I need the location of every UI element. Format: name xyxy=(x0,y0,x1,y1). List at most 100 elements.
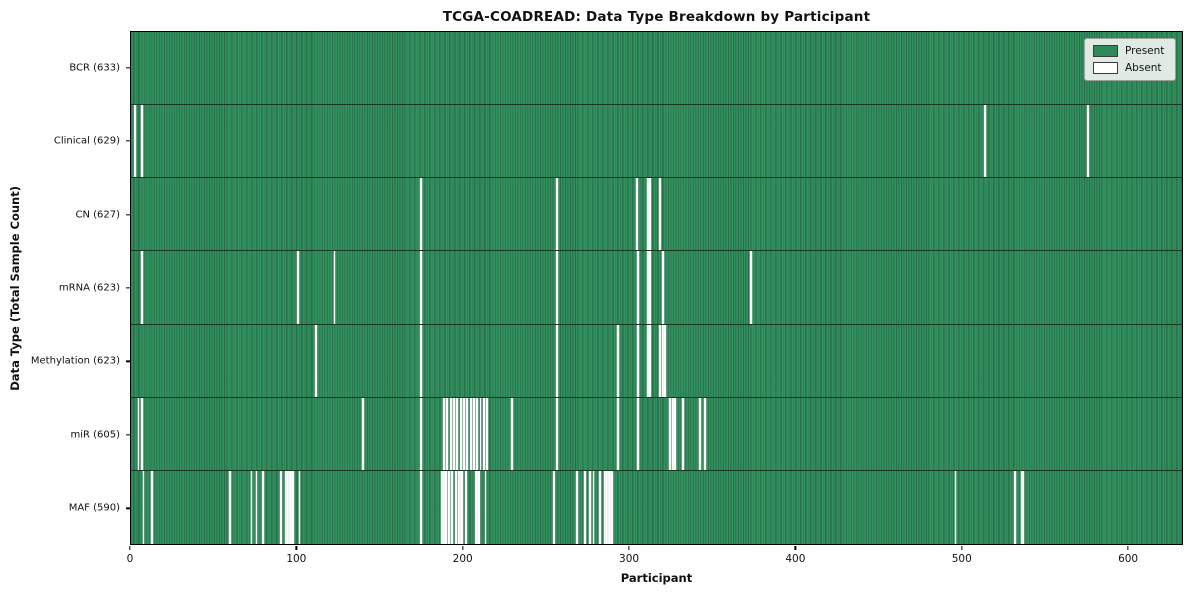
absent-stripe xyxy=(463,397,465,470)
x-tick-label: 200 xyxy=(452,553,473,565)
x-tick-mark xyxy=(129,546,131,550)
absent-stripe xyxy=(1022,470,1025,544)
absent-stripe xyxy=(466,397,469,470)
absent-stripe xyxy=(663,324,666,397)
absent-stripe xyxy=(469,397,472,470)
absent-stripe xyxy=(290,470,293,544)
legend-present-label: Present xyxy=(1125,44,1165,57)
absent-stripe xyxy=(476,397,479,470)
absent-stripe xyxy=(419,178,422,251)
absent-stripe xyxy=(672,397,675,470)
absent-stripe xyxy=(140,251,143,324)
absent-stripe xyxy=(649,324,651,397)
y-tick-label: Methylation (623) xyxy=(30,355,120,367)
x-tick-mark xyxy=(794,546,797,550)
present-swatch-icon xyxy=(1093,45,1118,57)
absent-stripe xyxy=(605,470,608,544)
heatmap-row xyxy=(131,105,1182,179)
absent-stripe xyxy=(682,397,685,470)
absent-stripe xyxy=(443,470,445,544)
x-tick-label: 300 xyxy=(619,553,640,565)
absent-stripe xyxy=(592,470,595,544)
absent-stripe xyxy=(556,251,558,324)
legend: Present Absent xyxy=(1084,38,1176,81)
legend-entry-absent: Absent xyxy=(1093,62,1166,74)
absent-stripe xyxy=(703,397,706,470)
absent-stripe xyxy=(617,324,620,397)
absent-stripe xyxy=(444,470,447,544)
absent-stripe xyxy=(637,324,640,397)
absent-stripe xyxy=(142,470,145,544)
x-tick-mark xyxy=(295,546,297,550)
absent-stripe xyxy=(459,397,462,470)
chart-title: TCGA-COADREAD: Data Type Breakdown by Pa… xyxy=(442,9,871,25)
absent-stripe xyxy=(419,251,422,324)
absent-stripe xyxy=(610,470,613,544)
absent-stripe xyxy=(575,470,578,544)
absent-stripe xyxy=(446,397,449,470)
heatmap-row xyxy=(131,397,1182,471)
y-tick-mark xyxy=(126,213,130,216)
absent-stripe xyxy=(482,397,485,470)
absent-stripe xyxy=(250,470,253,544)
y-tick-label: BCR (633) xyxy=(69,62,120,74)
absent-stripe xyxy=(662,324,665,397)
x-tick-label: 0 xyxy=(126,553,134,565)
absent-stripe xyxy=(479,397,482,470)
y-tick-label: MAF (590) xyxy=(68,502,120,514)
absent-stripe xyxy=(1087,105,1090,178)
x-axis: 0 100 200 300 400 500 600 xyxy=(126,545,1183,579)
absent-stripe xyxy=(647,251,650,324)
x-axis-label: Participant xyxy=(620,571,693,585)
absent-stripe xyxy=(458,470,460,544)
absent-stripe xyxy=(984,105,987,178)
absent-stripe xyxy=(298,470,301,544)
legend-entry-present: Present xyxy=(1093,45,1166,57)
absent-stripe xyxy=(637,251,640,324)
absent-stripe xyxy=(556,397,558,470)
y-tick-mark xyxy=(126,434,130,436)
absent-stripe xyxy=(556,178,558,251)
absent-stripe xyxy=(1014,470,1017,544)
absent-stripe xyxy=(288,470,291,544)
x-tick-mark xyxy=(961,546,963,550)
absent-stripe xyxy=(476,470,479,544)
absent-stripe xyxy=(333,251,336,324)
heatmap-row xyxy=(131,251,1182,325)
absent-stripe xyxy=(419,470,422,544)
x-tick-label: 500 xyxy=(951,553,972,565)
absent-stripe xyxy=(451,470,454,544)
absent-stripe xyxy=(647,324,650,397)
absent-stripe xyxy=(280,470,283,544)
absent-stripe xyxy=(287,470,289,544)
y-tick-label: Clinical (629) xyxy=(53,135,120,147)
absent-stripe xyxy=(607,470,610,544)
absent-stripe xyxy=(419,397,422,470)
absent-stripe xyxy=(486,397,489,470)
absent-swatch-icon xyxy=(1093,62,1118,74)
absent-stripe xyxy=(262,470,264,544)
absent-stripe xyxy=(599,470,601,544)
absent-stripe xyxy=(673,397,676,470)
absent-stripe xyxy=(443,397,445,470)
heatmap-row xyxy=(131,324,1182,398)
absent-stripe xyxy=(140,397,143,470)
x-tick-mark xyxy=(628,546,630,550)
x-tick-label: 100 xyxy=(286,553,307,565)
absent-stripe xyxy=(134,105,137,178)
absent-stripe xyxy=(484,470,487,544)
absent-stripe xyxy=(449,397,452,470)
absent-stripe xyxy=(649,251,651,324)
absent-stripe xyxy=(617,397,620,470)
absent-stripe xyxy=(474,470,477,544)
absent-stripe xyxy=(668,397,671,470)
absent-stripe xyxy=(292,470,294,544)
y-tick-mark xyxy=(126,507,130,509)
absent-stripe xyxy=(419,324,422,397)
absent-stripe xyxy=(361,397,364,470)
absent-stripe xyxy=(698,397,701,470)
absent-stripe xyxy=(556,324,558,397)
absent-stripe xyxy=(140,105,143,178)
absent-stripe xyxy=(464,470,467,544)
